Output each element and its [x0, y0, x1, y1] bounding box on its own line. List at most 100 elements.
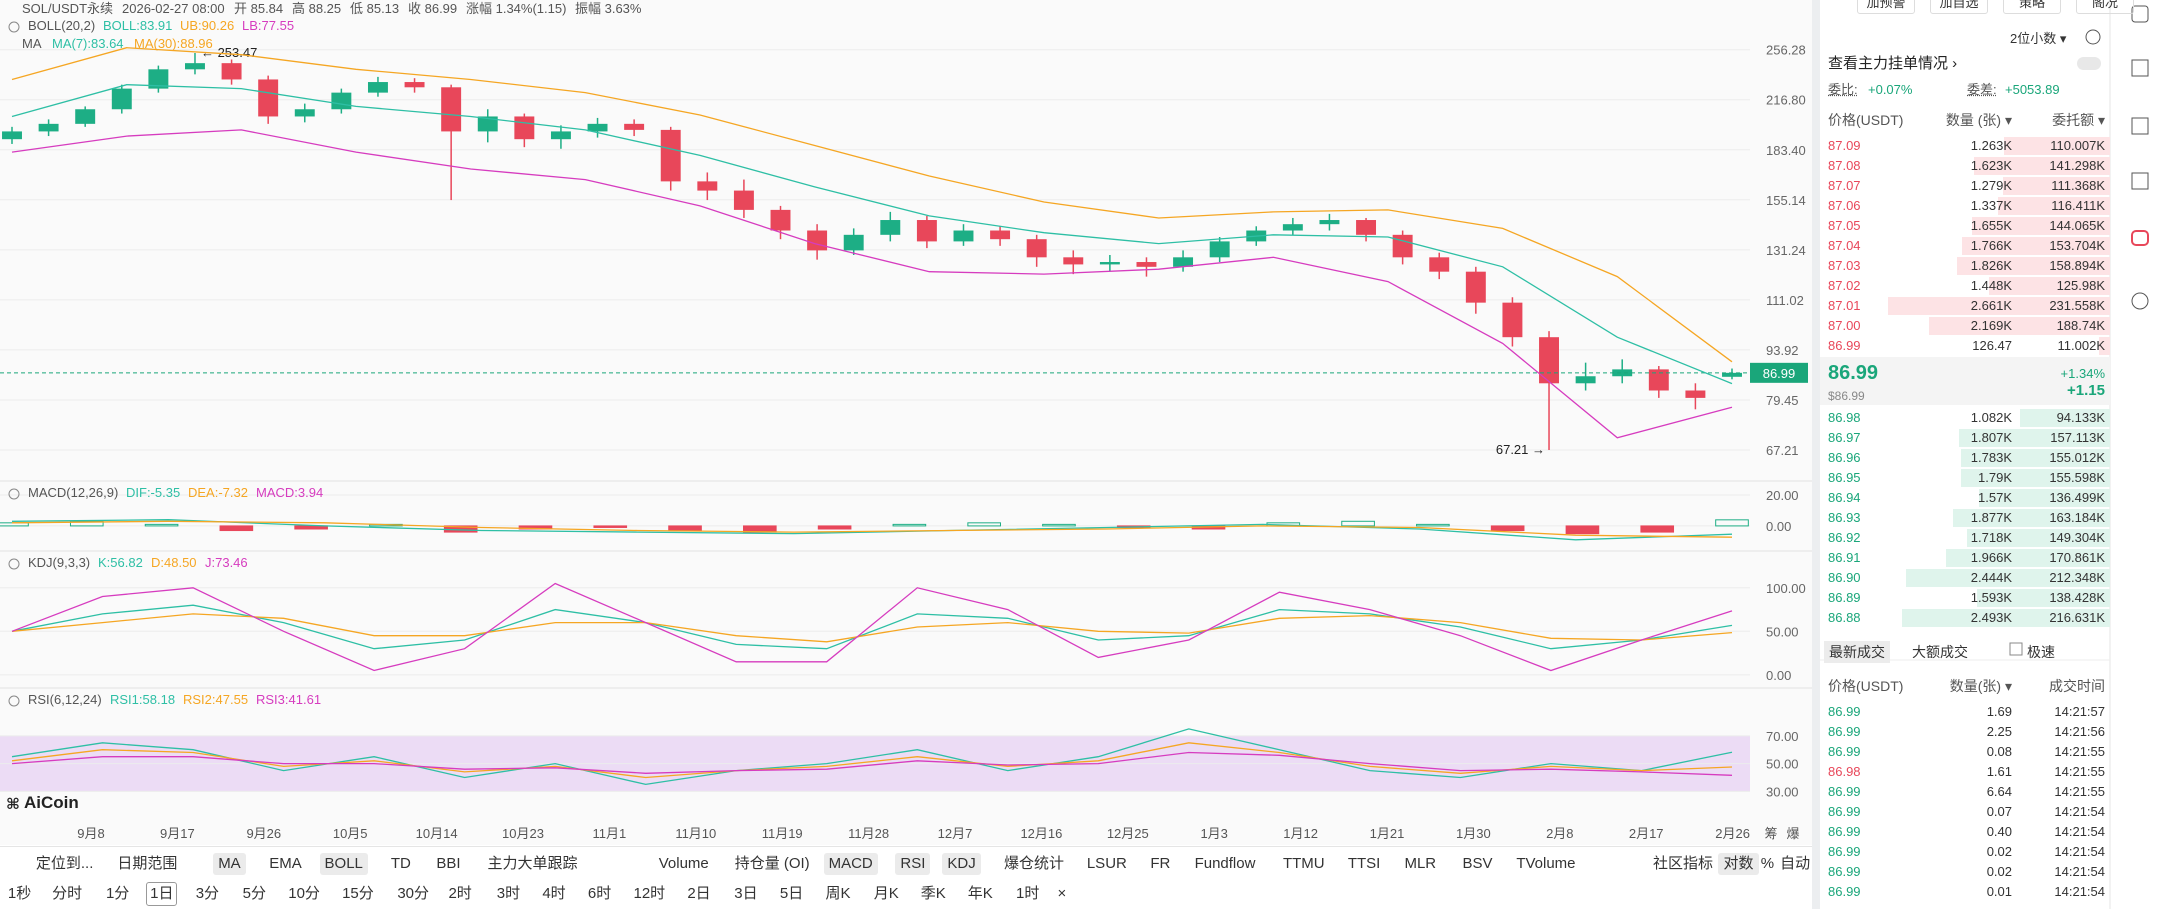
- book-qty: 1.783K: [1970, 450, 2012, 465]
- main-orders[interactable]: 查看主力挂单情况 ›: [1828, 55, 1958, 72]
- fast-toggle[interactable]: 极速: [2027, 644, 2055, 660]
- decimals[interactable]: 2位小数 ▾: [2010, 31, 2067, 46]
- interval-button[interactable]: 年K: [967, 885, 993, 902]
- checkbox[interactable]: [2009, 642, 2023, 656]
- book-amount: 216.631K: [2049, 610, 2105, 625]
- panel-title: BOLL(20,2): [28, 18, 96, 33]
- interval-button[interactable]: 6时: [587, 885, 612, 902]
- toolbar-button[interactable]: TTMU: [1282, 855, 1325, 872]
- interval-button[interactable]: 3分: [195, 885, 220, 902]
- toolbar-button[interactable]: 主力大单跟踪: [487, 855, 578, 872]
- action-button[interactable]: 加自选: [1930, 0, 1988, 14]
- interval-button[interactable]: 1分: [105, 885, 130, 902]
- toolbar-button[interactable]: Volume: [658, 855, 709, 872]
- book-price: 86.97: [1828, 430, 1861, 445]
- toolbar-button[interactable]: 定位到...: [35, 855, 94, 872]
- icon[interactable]: [2131, 59, 2149, 77]
- interval-button[interactable]: 周K: [825, 885, 851, 902]
- toolbar-button[interactable]: RSI: [895, 853, 931, 875]
- trade-time: 14:21:55: [2054, 744, 2105, 759]
- interval-button[interactable]: 3时: [496, 885, 521, 902]
- x-tick-label: 12月7: [938, 826, 973, 841]
- icon[interactable]: [2131, 292, 2149, 310]
- icon[interactable]: [2131, 117, 2149, 135]
- toolbar-button[interactable]: MA: [213, 853, 246, 875]
- interval-button[interactable]: 1日: [146, 882, 178, 906]
- interval-button[interactable]: 5分: [242, 885, 267, 902]
- trade-price: 86.99: [1828, 784, 1861, 799]
- book-amount: 163.184K: [2049, 510, 2105, 525]
- x-tick-label: 11月19: [762, 826, 803, 841]
- book-price: 86.88: [1828, 610, 1861, 625]
- interval-button[interactable]: 15分: [342, 885, 374, 902]
- toolbar-button[interactable]: MACD: [823, 853, 878, 875]
- legend-icon: [8, 488, 20, 500]
- toolbar-button[interactable]: BSV: [1462, 855, 1493, 872]
- action-button[interactable]: 加预警: [1857, 0, 1915, 14]
- candle-body: [1063, 257, 1084, 265]
- x-tick-label: 1月12: [1283, 826, 1318, 841]
- last-price: 86.99: [1828, 362, 1879, 384]
- book-qty: 1.279K: [1970, 178, 2012, 193]
- toggle[interactable]: [2077, 57, 2101, 70]
- toolbar-button[interactable]: TVolume: [1516, 855, 1576, 872]
- book-amount: 141.298K: [2049, 158, 2105, 173]
- trade-tab[interactable]: 大额成交: [1912, 644, 1968, 660]
- toolbar-button[interactable]: 自动: [1780, 855, 1811, 872]
- action-button[interactable]: 策略: [2003, 0, 2061, 14]
- interval-button[interactable]: 3日: [734, 885, 758, 902]
- ratio-label: 委比:: [1828, 82, 1858, 97]
- toolbar-button[interactable]: KDJ: [942, 853, 981, 875]
- interval-button[interactable]: 1时: [1016, 885, 1040, 902]
- macd-bar: [892, 523, 927, 527]
- toolbar-button[interactable]: 日期范围: [117, 855, 178, 872]
- settings-icon[interactable]: [2085, 29, 2101, 45]
- interval-button[interactable]: 12时: [633, 885, 666, 902]
- toolbar-button[interactable]: TTSI: [1347, 855, 1381, 872]
- book-qty: 1.593K: [1970, 590, 2012, 605]
- interval-button[interactable]: 1秒: [7, 885, 32, 902]
- interval-button[interactable]: 10分: [288, 885, 320, 902]
- toolbar-button[interactable]: FR: [1150, 855, 1171, 872]
- toolbar-button[interactable]: 对数: [1718, 853, 1759, 875]
- indicator-line: [11, 604, 1733, 650]
- interval-button[interactable]: 4时: [542, 885, 566, 902]
- icon[interactable]: [2131, 5, 2149, 23]
- interval-button[interactable]: ×: [1057, 885, 1067, 902]
- legend-item: K:56.82: [98, 555, 143, 570]
- toolbar-button[interactable]: Fundflow: [1194, 855, 1256, 872]
- book-price: 86.98: [1828, 410, 1861, 425]
- interval-button[interactable]: 30分: [397, 885, 430, 902]
- interval-button[interactable]: 分时: [52, 885, 83, 902]
- interval-button[interactable]: 月K: [873, 885, 899, 902]
- interval-button[interactable]: 5日: [779, 885, 804, 902]
- interval-button[interactable]: 2时: [448, 885, 472, 902]
- book-price: 87.04: [1828, 238, 1861, 253]
- header-change: 涨幅 1.34%(1.15): [466, 1, 567, 16]
- icon[interactable]: [2131, 230, 2149, 246]
- candle-body: [111, 88, 132, 110]
- column-header: 数量(张) ▾: [1949, 678, 2012, 694]
- candle-body: [1319, 220, 1340, 225]
- toolbar-button[interactable]: BOLL: [319, 853, 368, 875]
- toolbar-button[interactable]: 爆仓统计: [1003, 855, 1064, 872]
- toolbar-button[interactable]: EMA: [269, 855, 302, 872]
- candle-body: [404, 82, 425, 88]
- toolbar-button[interactable]: TD: [390, 855, 411, 872]
- toolbar-button[interactable]: 持仓量 (OI): [734, 855, 810, 872]
- toolbar-button[interactable]: BBI: [436, 855, 461, 872]
- toolbar-button[interactable]: LSUR: [1086, 855, 1127, 872]
- macd-bar: [0, 522, 29, 527]
- column-header: 价格(USDT): [1828, 678, 1904, 694]
- action-button[interactable]: 阁况: [2076, 0, 2134, 14]
- depth-bar: [1977, 589, 2110, 607]
- toolbar-button[interactable]: %: [1760, 855, 1775, 872]
- interval-button[interactable]: 季K: [920, 885, 946, 902]
- icon[interactable]: [2131, 172, 2149, 190]
- toolbar-button[interactable]: MLR: [1404, 855, 1437, 872]
- interval-button[interactable]: 2日: [687, 885, 711, 902]
- trade-tab[interactable]: 最新成交: [1824, 641, 1890, 663]
- book-price: 87.03: [1828, 258, 1861, 273]
- candle-body: [807, 230, 828, 251]
- toolbar-button[interactable]: 社区指标: [1653, 855, 1714, 872]
